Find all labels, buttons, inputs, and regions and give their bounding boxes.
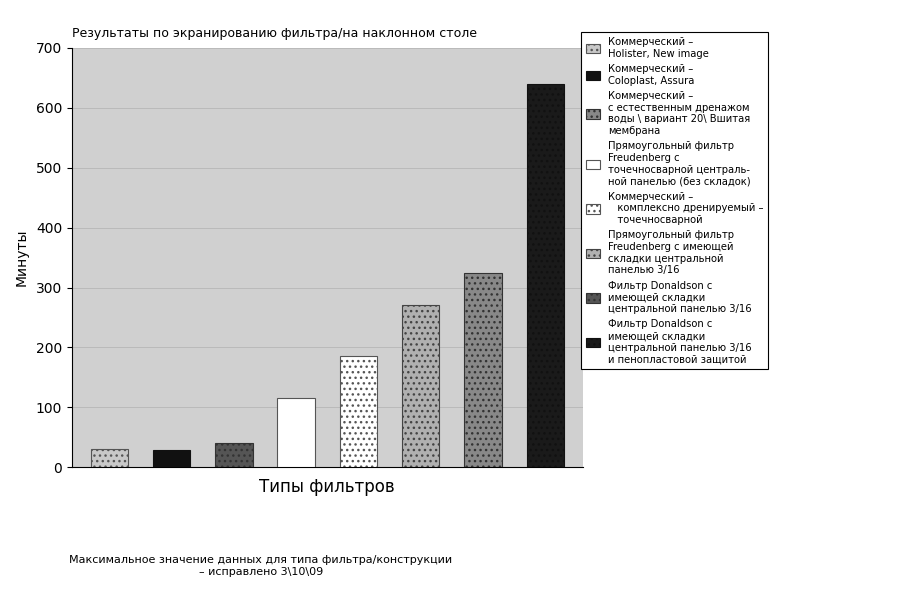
Y-axis label: Минуты: Минуты [15,229,29,286]
Bar [153,450,190,467]
Text: Максимальное значение данных для типа фильтра/конструкции
– исправлено 3\10\09: Максимальное значение данных для типа фи… [69,555,453,577]
Legend: Коммерческий –
Holister, New image, Коммерческий –
Coloplast, Assura, Коммерческ: Коммерческий – Holister, New image, Комм… [580,32,769,369]
Bar [402,305,439,467]
Text: Результаты по экранированию фильтра/на наклонном столе: Результаты по экранированию фильтра/на н… [72,27,477,40]
Bar [339,356,377,467]
Bar [215,443,253,467]
Bar [277,398,315,467]
Bar [464,273,501,467]
Bar [91,449,128,467]
Bar [526,84,564,467]
X-axis label: Типы фильтров: Типы фильтров [259,479,395,497]
